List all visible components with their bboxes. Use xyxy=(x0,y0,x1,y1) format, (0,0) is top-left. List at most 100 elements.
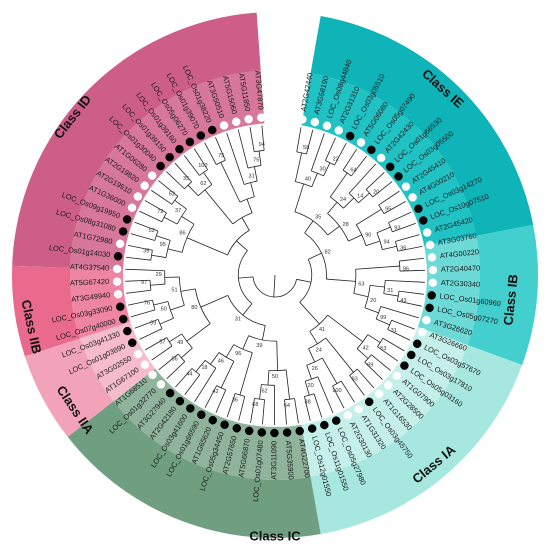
branch xyxy=(126,256,151,261)
branch-arc xyxy=(161,212,167,222)
bootstrap-value: 75 xyxy=(218,153,224,159)
branch xyxy=(340,380,355,403)
bootstrap-value: 93 xyxy=(394,226,400,232)
bootstrap-value: 76 xyxy=(144,301,150,307)
branch xyxy=(309,331,318,345)
leaf-marker-black xyxy=(394,172,403,181)
branch-arc xyxy=(181,223,195,253)
leaf-marker-white xyxy=(112,277,122,286)
branch xyxy=(200,295,228,308)
bootstrap-value: 82 xyxy=(324,249,330,255)
branch xyxy=(254,166,258,182)
leaf-marker-black xyxy=(175,144,184,154)
leaf-marker-black xyxy=(119,314,128,324)
branch xyxy=(246,198,253,214)
branch xyxy=(323,162,331,177)
branch xyxy=(310,133,325,171)
leaf-marker-white xyxy=(219,121,229,130)
branch xyxy=(156,235,171,241)
bootstrap-value: 31 xyxy=(387,288,393,294)
leaf-marker-white xyxy=(376,153,386,163)
bootstrap-value: 50 xyxy=(272,374,278,380)
leaf-marker-black xyxy=(220,420,229,429)
branch xyxy=(237,129,249,169)
leaf-marker-white xyxy=(422,315,431,325)
branch xyxy=(181,347,193,359)
branch-arc xyxy=(364,354,372,363)
leaf-marker-black xyxy=(185,137,195,147)
bootstrap-value: 20 xyxy=(308,383,314,389)
branch-arc xyxy=(216,385,226,391)
leaf-marker-white xyxy=(418,327,427,337)
leaf-marker-white xyxy=(156,380,166,389)
branch xyxy=(194,367,217,402)
branch xyxy=(139,328,163,340)
branch xyxy=(276,341,278,371)
branch xyxy=(242,335,249,350)
branch xyxy=(306,129,314,155)
branch-arc xyxy=(218,352,235,362)
branch xyxy=(358,192,370,204)
branch xyxy=(236,240,248,251)
bootstrap-value: 43 xyxy=(400,298,406,304)
branch xyxy=(249,127,255,152)
branch-arc xyxy=(378,204,385,214)
branch xyxy=(215,137,226,161)
bootstrap-value: 44 xyxy=(186,372,192,378)
branch xyxy=(183,155,200,176)
branch xyxy=(388,211,412,223)
bootstrap-value: 39 xyxy=(256,343,262,349)
leaf-marker-white xyxy=(127,203,137,212)
branch-arc xyxy=(167,301,174,319)
band-outer-ic xyxy=(67,401,321,538)
branch xyxy=(215,389,227,414)
branch xyxy=(371,354,391,371)
branch xyxy=(294,183,305,213)
bootstrap-value: 53 xyxy=(380,346,386,352)
leaf-marker-white xyxy=(115,239,125,249)
bootstrap-value: 99 xyxy=(367,363,373,369)
branch xyxy=(399,257,425,262)
leaf-label: AT2G40470 xyxy=(441,264,481,274)
branch xyxy=(151,189,173,205)
leaf-marker-white xyxy=(231,117,241,127)
branch xyxy=(364,361,383,380)
branch-arc xyxy=(237,250,253,304)
leaf-marker-black xyxy=(425,303,434,313)
branch xyxy=(144,200,167,214)
bootstrap-value: 63 xyxy=(358,282,364,288)
branch xyxy=(349,375,365,396)
branch xyxy=(376,318,390,326)
band-inner-id xyxy=(70,70,265,270)
branch xyxy=(391,319,415,330)
leaf-label: AT3G47870 xyxy=(253,70,265,110)
leaf-marker-black xyxy=(331,416,341,425)
leaf-marker-white xyxy=(343,411,352,420)
band-outer-id xyxy=(12,12,261,268)
branch xyxy=(144,337,167,351)
bootstrap-value: 41 xyxy=(319,327,325,333)
leaf-marker-white xyxy=(113,290,123,299)
leaf-marker-black xyxy=(345,131,355,141)
branch xyxy=(130,233,155,241)
branch-arc xyxy=(325,160,335,166)
leaf-label: AT5G67420 xyxy=(70,277,110,288)
branch xyxy=(380,306,419,319)
leaf-marker-white xyxy=(374,389,384,399)
branch-arc xyxy=(349,368,358,376)
branch-arc xyxy=(348,192,359,204)
branch xyxy=(174,199,187,210)
branch xyxy=(327,225,340,236)
branch xyxy=(367,334,381,343)
bootstrap-value: 100 xyxy=(332,388,341,394)
branch-arc xyxy=(244,180,258,185)
branch xyxy=(184,374,201,396)
branch xyxy=(304,396,311,421)
branch xyxy=(193,148,208,170)
branch xyxy=(238,396,246,421)
branch xyxy=(250,182,255,197)
bootstrap-value: 90 xyxy=(365,232,371,238)
bootstrap-values: 58 22 30 40 64 20 14 24 95 93 36 94 90 28 35 96 43 31 31 99… xyxy=(141,142,409,409)
bootstrap-value: 46 xyxy=(218,358,224,364)
branch xyxy=(296,278,312,283)
